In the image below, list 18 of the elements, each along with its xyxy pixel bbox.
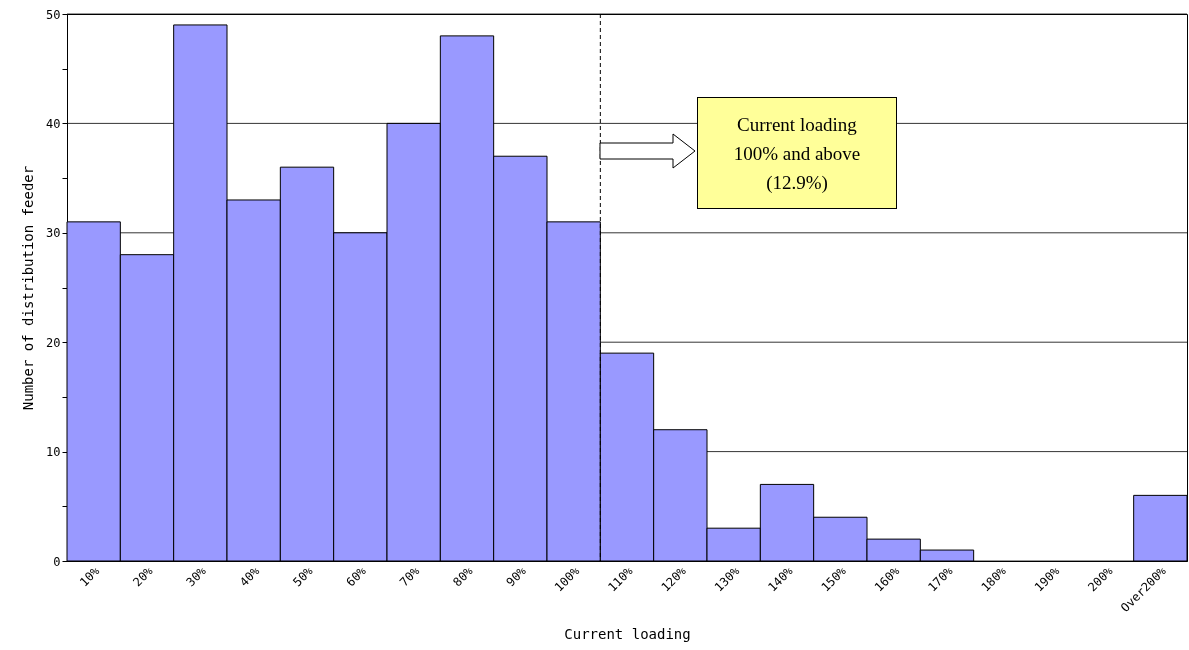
x-tick-label: 70% [396, 563, 423, 590]
x-tick-label: 50% [290, 563, 317, 590]
y-axis-title: Number of distribution feeder [20, 165, 37, 411]
x-axis-title: Current loading [564, 626, 691, 643]
y-tick-label: 30 [46, 226, 61, 241]
y-tick-label: 20 [46, 335, 61, 350]
x-tick-label: 40% [236, 563, 263, 590]
callout-box: Current loading 100% and above (12.9%) [697, 97, 897, 209]
y-tick-label: 10 [46, 445, 61, 460]
x-tick-label: 20% [130, 563, 157, 590]
x-tick-label: 10% [76, 563, 103, 590]
x-tick-label: 30% [183, 563, 210, 590]
x-tick-label: 90% [503, 563, 530, 590]
y-tick-label: 40 [46, 116, 61, 131]
x-tick-label: 60% [343, 563, 370, 590]
y-tick-label: 0 [53, 554, 61, 569]
x-tick-label: 80% [450, 563, 477, 590]
y-tick-label: 50 [46, 7, 61, 22]
